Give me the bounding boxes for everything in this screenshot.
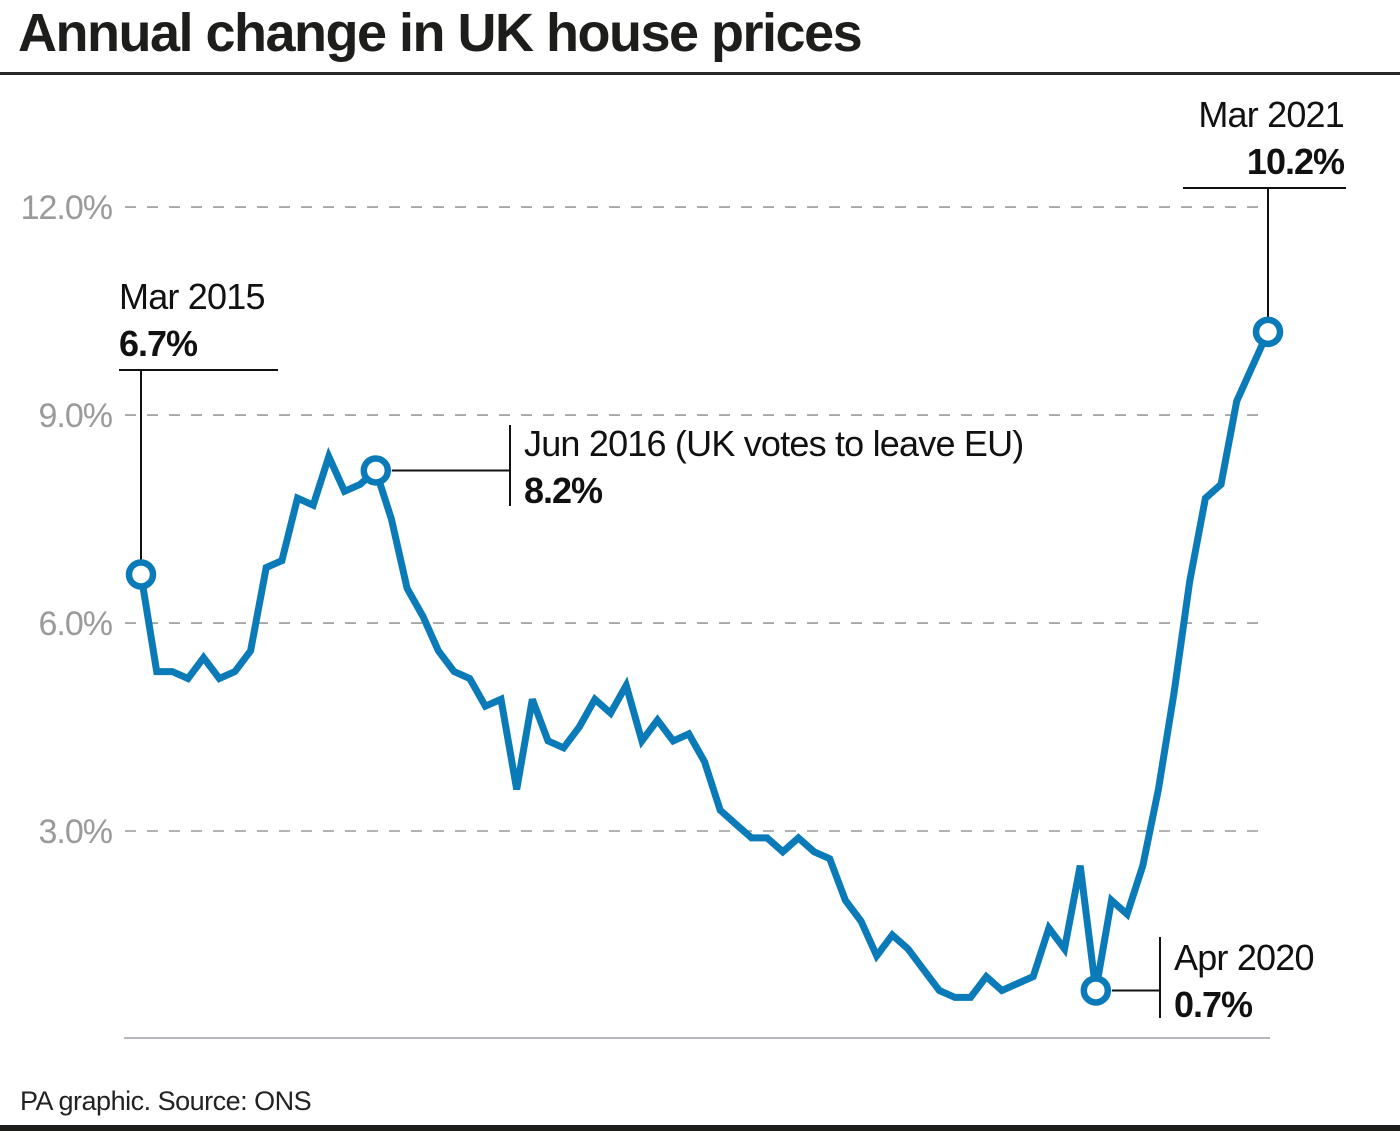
series-line bbox=[137, 330, 1272, 1001]
y-tick-label: 12.0% bbox=[21, 189, 113, 227]
annotation-labels: Mar 2015 6.7% Jun 2016 (UK votes to leave … bbox=[119, 94, 1346, 1025]
gridlines bbox=[125, 206, 1268, 832]
annotation-value: 10.2% bbox=[1247, 141, 1345, 182]
y-tick-label: 6.0% bbox=[39, 605, 113, 643]
y-tick-label: 3.0% bbox=[39, 813, 113, 851]
annotation-marker bbox=[1252, 316, 1284, 348]
chart-title: Annual change in UK house prices bbox=[18, 3, 863, 63]
annotation-markers bbox=[125, 316, 1284, 1006]
annotation-leaders bbox=[119, 187, 1346, 1018]
annotation-date: Apr 2020 bbox=[1174, 937, 1314, 978]
annotation-marker bbox=[1080, 975, 1112, 1006]
annotation-date: Mar 2015 bbox=[119, 276, 265, 317]
annotation-value: 0.7% bbox=[1174, 984, 1253, 1025]
annotation-date: Mar 2021 bbox=[1198, 94, 1344, 135]
y-axis-ticks: 3.0% 6.0% 9.0% 12.0% bbox=[21, 189, 114, 851]
footer-bar bbox=[0, 1125, 1400, 1131]
annotation-marker bbox=[125, 559, 157, 590]
source-note: PA graphic. Source: ONS bbox=[20, 1086, 312, 1116]
annotation-value: 6.7% bbox=[119, 323, 198, 364]
annotation-marker bbox=[360, 455, 392, 486]
annotation-date: Jun 2016 (UK votes to leave EU) bbox=[524, 423, 1023, 464]
annotation-value: 8.2% bbox=[524, 470, 603, 511]
title-divider bbox=[0, 72, 1400, 75]
y-tick-label: 9.0% bbox=[39, 397, 113, 435]
